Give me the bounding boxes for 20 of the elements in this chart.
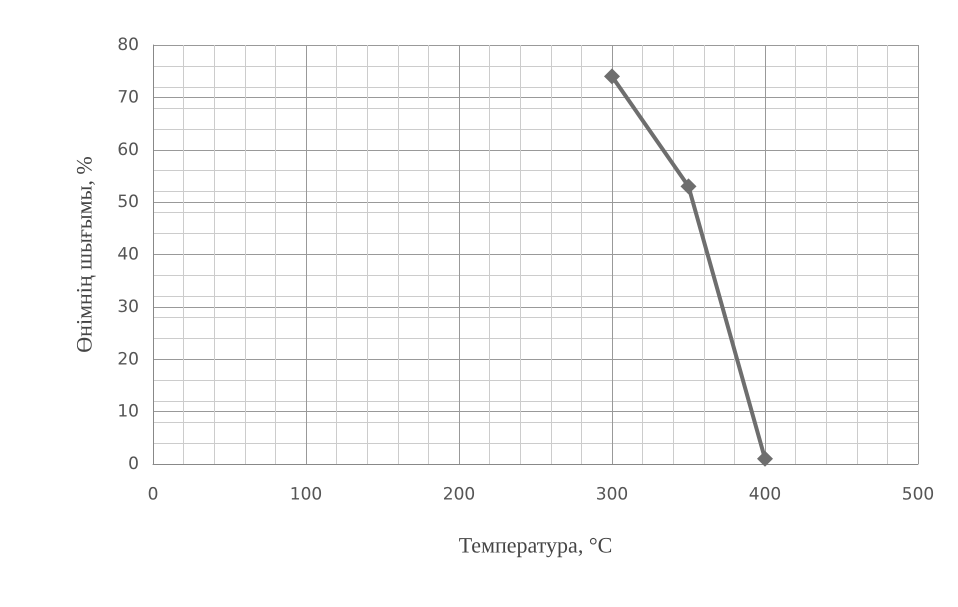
y-tick-label: 50 <box>117 192 139 212</box>
y-axis-title: Өнімнің шығымы, % <box>72 156 96 353</box>
point <box>604 68 620 84</box>
x-tick-label: 100 <box>290 484 322 504</box>
y-tick-label: 0 <box>128 454 139 474</box>
x-tick-label: 200 <box>442 484 476 504</box>
x-tick-label: 0 <box>148 484 158 504</box>
y-tick-label: 70 <box>117 87 139 108</box>
y-tick-label: 40 <box>117 244 139 264</box>
y-tick-label: 10 <box>117 402 139 422</box>
x-axis-title: Температура, °C <box>458 532 612 558</box>
y-tick-label: 30 <box>117 296 139 317</box>
x-tick-label: 500 <box>902 484 934 504</box>
point <box>680 178 696 194</box>
x-tick-label: 300 <box>596 484 628 504</box>
y-tick-label: 60 <box>117 140 139 160</box>
x-tick-label: 400 <box>748 484 782 504</box>
point <box>757 450 773 467</box>
y-tick-label: 80 <box>117 35 139 55</box>
y-tick-label: 20 <box>117 349 139 370</box>
